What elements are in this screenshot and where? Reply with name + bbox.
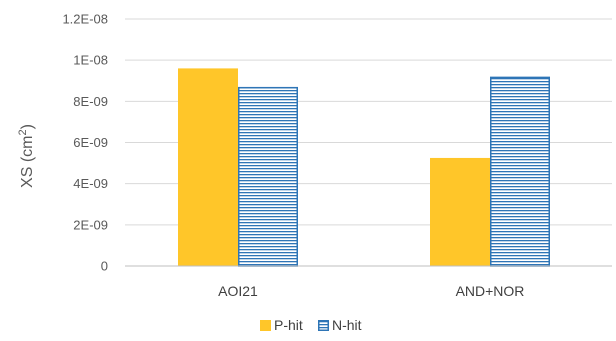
y-axis-title-superscript: 2 <box>17 129 29 135</box>
y-tick-label: 0 <box>101 259 108 274</box>
x-axis-category-labels: AOI21 AND+NOR <box>218 283 524 299</box>
y-axis-tick-labels: 0 2E-09 4E-09 6E-09 8E-09 1E-08 1.2E-08 <box>62 12 108 274</box>
bar-n-hit-and-nor <box>490 76 550 267</box>
x-category-label: AND+NOR <box>456 283 525 299</box>
legend-swatch-n-hit <box>318 320 329 331</box>
y-tick-label: 8E-09 <box>73 94 108 109</box>
y-tick-label: 4E-09 <box>73 176 108 191</box>
y-tick-label: 1E-08 <box>73 53 108 68</box>
legend-label-n-hit: N-hit <box>332 317 362 333</box>
y-axis-title-base: XS (cm <box>19 136 36 188</box>
y-tick-label: 1.2E-08 <box>62 12 108 27</box>
legend: P-hit N-hit <box>260 317 362 333</box>
legend-swatch-p-hit <box>260 320 271 331</box>
bar-n-hit-aoi21 <box>238 86 298 267</box>
legend-label-p-hit: P-hit <box>274 317 303 333</box>
bar-p-hit-and-nor <box>430 157 490 266</box>
y-tick-label: 6E-09 <box>73 135 108 150</box>
y-axis-title: XS (cm2) <box>17 124 36 188</box>
bar-p-hit-aoi21 <box>178 68 238 267</box>
y-axis-title-close: ) <box>19 124 36 129</box>
x-category-label: AOI21 <box>218 283 258 299</box>
bars <box>178 68 550 267</box>
y-tick-label: 2E-09 <box>73 217 108 232</box>
